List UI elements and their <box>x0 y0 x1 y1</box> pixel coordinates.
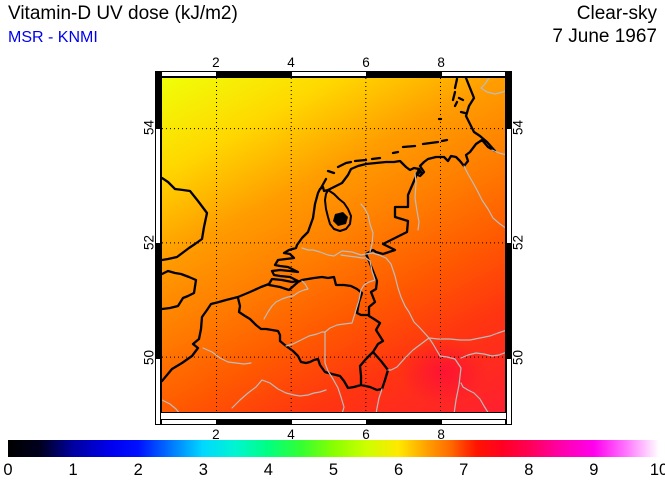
river-main <box>460 352 505 359</box>
river-seine <box>162 399 180 412</box>
frame-tick <box>506 242 512 244</box>
frame-bar-right <box>506 71 512 425</box>
frame-tick <box>290 419 292 425</box>
river-rhine-waal <box>301 247 462 412</box>
source-label: MSR - KNMI <box>8 29 98 46</box>
map-overlay <box>162 78 505 412</box>
border-netherlands-germany <box>364 167 421 317</box>
page-title: Vitamin-D UV dose (kJ/m2) <box>8 3 238 24</box>
colorbar-tick-label: 1 <box>68 461 78 479</box>
frame-tick <box>215 419 217 425</box>
river-somme <box>202 347 252 365</box>
river-elbe <box>491 149 505 156</box>
frame-tick <box>155 242 161 244</box>
border-belgium-netherlands <box>267 275 371 317</box>
frame-bar-bottom <box>161 419 506 425</box>
frame-tick <box>441 71 443 77</box>
axis-label-lon-bottom: 8 <box>437 427 445 442</box>
coastline-england-east <box>162 176 209 262</box>
colorbar-tick-label: 0 <box>3 461 13 479</box>
frame-black-segment <box>215 71 291 77</box>
axis-label-lon-top: 4 <box>287 55 295 70</box>
river-sambre <box>285 331 326 347</box>
polder-flevoland <box>333 212 348 226</box>
frame-bar-left <box>155 71 161 425</box>
colorbar-tick-label: 2 <box>133 461 143 479</box>
lake-ijsselmeer <box>324 189 352 232</box>
frame-black-segment <box>215 419 291 425</box>
colorbar-tick-label: 9 <box>589 461 599 479</box>
colorbar-tick-label: 8 <box>524 461 534 479</box>
axis-label-lat-left: 50 <box>141 350 157 366</box>
coastline-continent <box>162 78 497 383</box>
frame-tick <box>506 357 512 359</box>
river-weser <box>463 165 505 229</box>
frame-tick <box>155 127 161 129</box>
colorbar-tick-label: 3 <box>198 461 208 479</box>
river-ems <box>414 172 420 231</box>
frame-bar-top <box>161 71 506 77</box>
frame-black-segment <box>366 71 442 77</box>
axis-label-lat-right: 50 <box>510 350 526 366</box>
frame-tick <box>366 419 368 425</box>
axis-label-lat-left: 52 <box>141 235 157 251</box>
frame-black-segment <box>506 71 512 128</box>
colorbar-tick-label: 6 <box>394 461 404 479</box>
frame-tick <box>366 71 368 77</box>
frame-tick <box>215 71 217 77</box>
frame-tick <box>155 357 161 359</box>
axis-label-lon-bottom: 2 <box>212 427 220 442</box>
axis-label-lon-top: 2 <box>212 55 220 70</box>
river-neckar <box>460 382 489 412</box>
axis-label-lon-bottom: 4 <box>287 427 295 442</box>
frame-tick <box>290 71 292 77</box>
river-lahn <box>428 330 505 341</box>
river-oise-aisne <box>231 379 327 409</box>
map-field <box>161 77 506 413</box>
colorbar <box>8 440 659 457</box>
river-scheldt <box>263 280 309 320</box>
axis-label-lon-top: 6 <box>362 55 370 70</box>
frame-black-segment <box>366 419 442 425</box>
axis-label-lat-right: 54 <box>510 120 526 136</box>
colorbar-tick-label: 10 <box>649 461 665 479</box>
colorbar-tick-label: 5 <box>328 461 339 479</box>
river-ijssel <box>360 203 374 253</box>
frame-tick <box>506 127 512 129</box>
axis-label-lat-right: 52 <box>510 235 526 251</box>
axis-label-lon-top: 8 <box>437 55 445 70</box>
date-label: 7 June 1967 <box>552 26 657 47</box>
islands-wadden-frisian <box>319 78 467 190</box>
axis-label-lat-left: 54 <box>141 120 157 136</box>
colorbar-tick-label: 4 <box>263 461 273 479</box>
river-meuse <box>324 254 376 412</box>
colorbar-tick-label: 7 <box>459 461 469 479</box>
border-belgium-france-luxembourg-germany <box>236 296 390 392</box>
frame-black-segment <box>506 242 512 358</box>
river-eider <box>480 78 505 95</box>
river-moselle <box>375 337 430 412</box>
axis-label-lon-bottom: 6 <box>362 427 370 442</box>
frame-tick <box>441 419 443 425</box>
condition-label: Clear-sky <box>576 3 657 24</box>
frame-black-segment <box>155 71 161 128</box>
coastline-england-kent <box>162 269 198 311</box>
map-panel <box>155 71 512 425</box>
frame-black-segment <box>155 242 161 358</box>
